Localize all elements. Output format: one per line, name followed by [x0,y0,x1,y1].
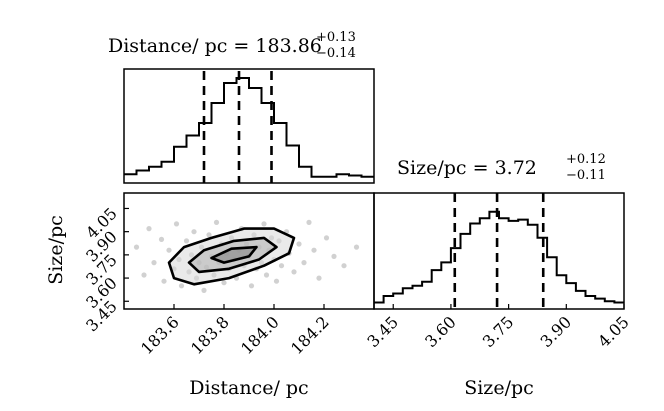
joint-y-tick-labels: 3.453.603.753.904.05 [82,204,121,335]
scatter-point [301,260,307,266]
scatter-point [341,263,347,269]
x-tick-label: 3.45 [363,312,402,351]
svg-text:Size/pc = 3.72: Size/pc = 3.72 [397,157,537,179]
size-title: Size/pc = 3.72 +0.12 −0.11 [397,152,606,183]
scatter-point [146,226,152,232]
x-tick-label: 183.8 [187,312,233,358]
scatter-point [161,278,167,284]
density-contour [210,245,258,264]
scatter-point [151,260,157,266]
scatter-point [248,283,255,289]
scatter-point [166,247,172,253]
x-tick-label: 3.75 [479,312,518,351]
scatter-point [278,263,285,269]
x-tick-label: 3.60 [421,312,460,351]
scatter-point [323,235,330,241]
scatter-point [316,275,322,281]
size-x-axis-label: Size/pc [464,377,534,399]
scatter-point [191,229,197,235]
size-upper-error: +0.12 [566,152,606,167]
size-histogram-frame [373,192,625,310]
joint-y-axis-label: Size/pc [45,215,67,285]
joint-x-tick-labels: 183.6 183.8 184.0 184.2 [137,312,333,358]
joint-x-axis-label: Distance/ pc [189,377,308,399]
size-histogram [374,193,624,309]
distance-title: Distance/ pc = 183.86 +0.13 −0.14 [108,30,356,61]
scatter-point [141,272,147,278]
distance-upper-error: +0.13 [316,30,356,45]
scatter-point [273,278,280,284]
scatter-point [201,287,207,293]
joint-scatter-panel [124,207,360,309]
x-tick-label: 4.05 [594,312,633,351]
scatter-point [133,244,140,250]
histogram-step-line [374,210,624,304]
scatter-point [291,269,297,275]
size-x-tick-labels: 3.45 3.60 3.75 3.90 4.05 [363,304,633,351]
scatter-point [173,221,180,227]
distance-histogram-frame [123,68,375,184]
scatter-point [306,219,312,225]
scatter-point [183,238,190,244]
scatter-point [178,283,185,289]
scatter-point [261,221,267,227]
x-tick-label: 184.2 [287,312,333,358]
scatter-point [213,219,220,225]
scatter-point [296,241,302,247]
scatter-point [331,253,337,259]
histogram-step-line [124,77,374,178]
svg-text:Distance/ pc = 183.86: Distance/ pc = 183.86 [108,35,322,57]
size-lower-error: −0.11 [566,168,606,183]
scatter-point [221,280,227,286]
x-tick-label: 3.90 [537,312,576,351]
x-tick-label: 184.0 [237,312,283,358]
scatter-point [206,232,212,238]
scatter-point [311,247,317,253]
scatter-point [158,236,165,242]
scatter-point [353,244,360,250]
scatter-point [263,272,270,278]
x-tick-label: 183.6 [137,312,183,358]
distance-histogram [124,71,374,183]
distance-lower-error: −0.14 [316,46,356,61]
